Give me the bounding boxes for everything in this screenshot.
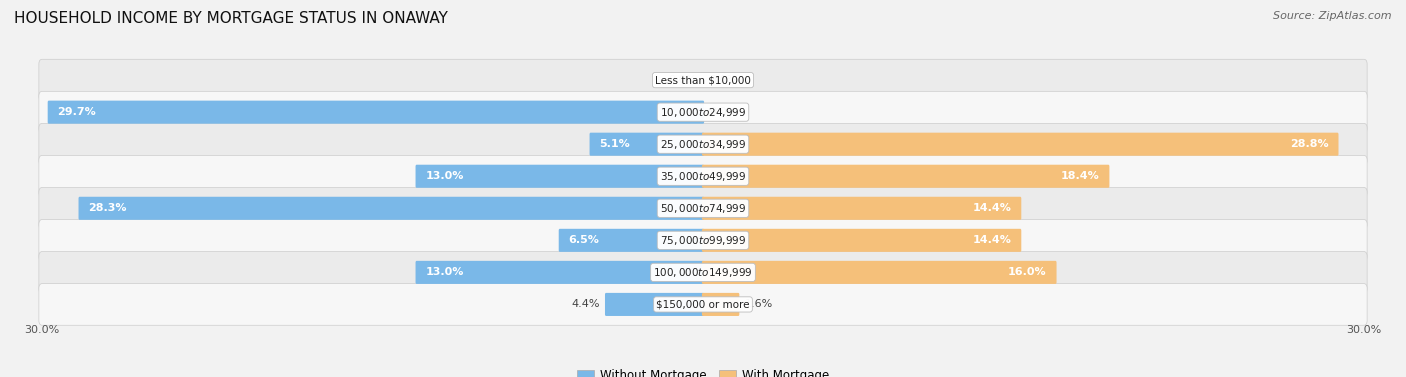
FancyBboxPatch shape [39, 91, 1367, 133]
Text: 1.6%: 1.6% [745, 299, 773, 310]
FancyBboxPatch shape [39, 155, 1367, 197]
Text: 14.4%: 14.4% [973, 235, 1011, 245]
FancyBboxPatch shape [416, 261, 704, 284]
FancyBboxPatch shape [39, 59, 1367, 101]
FancyBboxPatch shape [702, 133, 1339, 156]
FancyBboxPatch shape [79, 197, 704, 220]
Text: $25,000 to $34,999: $25,000 to $34,999 [659, 138, 747, 151]
Text: 13.0%: 13.0% [426, 267, 464, 277]
FancyBboxPatch shape [39, 284, 1367, 325]
FancyBboxPatch shape [702, 197, 1021, 220]
Text: HOUSEHOLD INCOME BY MORTGAGE STATUS IN ONAWAY: HOUSEHOLD INCOME BY MORTGAGE STATUS IN O… [14, 11, 449, 26]
Text: $50,000 to $74,999: $50,000 to $74,999 [659, 202, 747, 215]
FancyBboxPatch shape [589, 133, 704, 156]
Text: $100,000 to $149,999: $100,000 to $149,999 [654, 266, 752, 279]
Text: 0.0%: 0.0% [710, 107, 738, 117]
Text: 4.4%: 4.4% [571, 299, 599, 310]
Text: 14.4%: 14.4% [973, 203, 1011, 213]
FancyBboxPatch shape [48, 101, 704, 124]
FancyBboxPatch shape [702, 165, 1109, 188]
Text: 29.7%: 29.7% [58, 107, 97, 117]
Text: 16.0%: 16.0% [1008, 267, 1046, 277]
Text: Source: ZipAtlas.com: Source: ZipAtlas.com [1274, 11, 1392, 21]
FancyBboxPatch shape [558, 229, 704, 252]
Text: 18.4%: 18.4% [1060, 171, 1099, 181]
Text: 28.3%: 28.3% [89, 203, 127, 213]
Text: 13.0%: 13.0% [426, 171, 464, 181]
Text: 6.5%: 6.5% [568, 235, 599, 245]
FancyBboxPatch shape [39, 123, 1367, 165]
Text: 5.1%: 5.1% [599, 139, 630, 149]
FancyBboxPatch shape [39, 219, 1367, 261]
FancyBboxPatch shape [702, 293, 740, 316]
FancyBboxPatch shape [702, 229, 1021, 252]
FancyBboxPatch shape [39, 251, 1367, 293]
FancyBboxPatch shape [39, 187, 1367, 229]
Text: 0.0%: 0.0% [710, 75, 738, 85]
Text: $35,000 to $49,999: $35,000 to $49,999 [659, 170, 747, 183]
Text: $10,000 to $24,999: $10,000 to $24,999 [659, 106, 747, 119]
Text: Less than $10,000: Less than $10,000 [655, 75, 751, 85]
FancyBboxPatch shape [605, 293, 704, 316]
Text: 28.8%: 28.8% [1289, 139, 1329, 149]
Text: $75,000 to $99,999: $75,000 to $99,999 [659, 234, 747, 247]
Text: $150,000 or more: $150,000 or more [657, 299, 749, 310]
FancyBboxPatch shape [702, 261, 1056, 284]
FancyBboxPatch shape [416, 165, 704, 188]
Legend: Without Mortgage, With Mortgage: Without Mortgage, With Mortgage [572, 364, 834, 377]
Text: 0.0%: 0.0% [668, 75, 696, 85]
